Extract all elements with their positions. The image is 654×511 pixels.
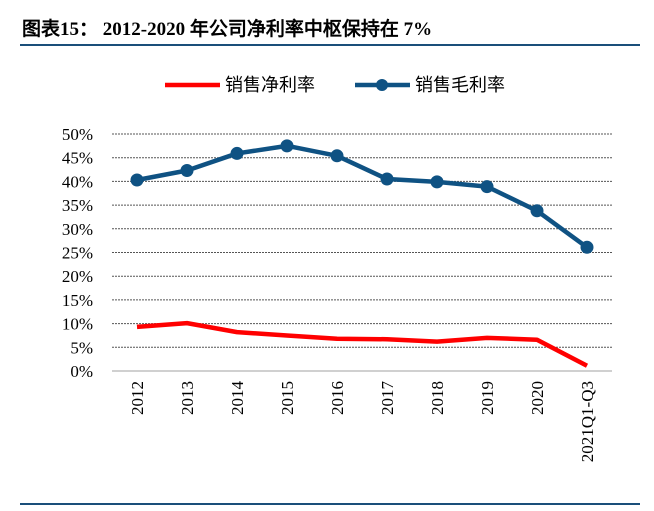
- title-divider: [20, 44, 640, 46]
- legend-label: 销售毛利率: [415, 75, 505, 96]
- data-point: [230, 146, 244, 160]
- series-line-2: [136, 143, 589, 250]
- y-tick-label: 15%: [62, 291, 93, 310]
- data-point: [180, 163, 194, 177]
- legend-label: 销售净利率: [225, 75, 315, 96]
- x-tick-label: 2013: [178, 381, 197, 415]
- y-tick-label: 35%: [62, 196, 93, 215]
- x-tick-label: 2018: [428, 381, 447, 415]
- data-point: [530, 204, 544, 218]
- y-tick-label: 20%: [62, 267, 93, 286]
- data-point: [130, 173, 144, 187]
- y-tick-label: 25%: [62, 244, 93, 263]
- data-point: [580, 240, 594, 254]
- data-point: [280, 139, 294, 153]
- x-tick-label: 2012: [128, 381, 147, 415]
- y-tick-label: 5%: [70, 338, 93, 357]
- data-point: [380, 172, 394, 186]
- y-tick-label: 40%: [62, 172, 93, 191]
- x-tick-label: 2019: [478, 381, 497, 415]
- chart-title: 图表15： 2012-2020 年公司净利率中枢保持在 7%: [22, 19, 433, 40]
- x-tick-label: 2017: [378, 381, 397, 416]
- y-tick-label: 45%: [62, 149, 93, 168]
- series-line-1: [136, 320, 589, 368]
- x-tick-label: 2021Q1-Q3: [578, 381, 597, 462]
- data-point: [480, 180, 494, 194]
- data-point: [430, 175, 444, 189]
- y-tick-label: 50%: [62, 125, 93, 144]
- y-tick-label: 30%: [62, 220, 93, 239]
- x-tick-label: 2016: [328, 381, 347, 415]
- y-tick-label: 10%: [62, 315, 93, 334]
- footer-divider: [20, 503, 640, 505]
- x-tick-label: 2014: [228, 381, 247, 416]
- data-point: [330, 149, 344, 163]
- legend-marker: [376, 79, 388, 91]
- x-tick-label: 2015: [278, 381, 297, 415]
- y-tick-label: 0%: [70, 362, 93, 381]
- x-tick-label: 2020: [528, 381, 547, 415]
